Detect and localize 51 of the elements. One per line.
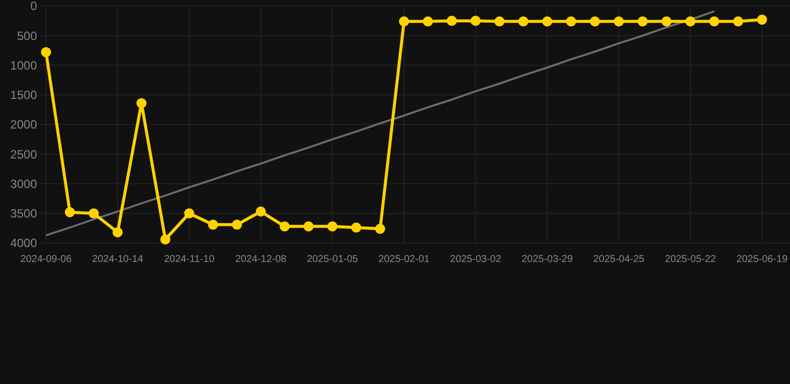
x-tick-label: 2025-03-02 (450, 254, 502, 265)
point (351, 222, 362, 233)
point (685, 16, 696, 26)
x-tick-label: 2025-01-05 (306, 254, 358, 265)
point (422, 16, 433, 26)
y-tick-label: 1000 (10, 58, 38, 72)
point (184, 208, 194, 218)
point (88, 208, 99, 218)
point (614, 16, 624, 26)
point (208, 220, 218, 230)
x-tick-label: 2024-11-10 (164, 254, 215, 265)
y-tick-label: 1500 (10, 88, 38, 102)
x-tick-label: 2024-10-14 (92, 254, 144, 265)
point (398, 16, 410, 26)
point (494, 16, 505, 26)
y-tick-label: 2500 (10, 147, 38, 162)
point (733, 16, 744, 26)
point (470, 16, 481, 26)
x-tick-label: 2025-03-29 (522, 254, 574, 265)
point (590, 16, 600, 26)
x-tick-label: 2024-12-08 (235, 254, 287, 265)
y-tick-label: 500 (16, 28, 38, 43)
x-tick-label: 2024-09-06 (20, 254, 72, 265)
point (64, 207, 75, 218)
point (375, 224, 386, 234)
x-tick-label: 2025-05-22 (664, 254, 716, 265)
y-tick-label: 2000 (10, 118, 38, 132)
point (542, 16, 552, 26)
y-tick-label: 0 (30, 0, 38, 14)
point (256, 206, 266, 217)
point (232, 220, 242, 230)
point (280, 221, 290, 232)
x-tick-label: 2025-06-19 (736, 254, 788, 265)
point (446, 16, 457, 26)
point (160, 234, 170, 244)
point (112, 227, 123, 238)
point (709, 16, 720, 26)
x-tick-label: 2025-02-01 (378, 254, 430, 265)
y-tick-label: 4000 (10, 236, 38, 250)
point (136, 98, 147, 108)
point (638, 16, 648, 26)
point (518, 16, 528, 26)
point (756, 14, 768, 25)
point (303, 221, 314, 232)
point (327, 221, 338, 232)
point (566, 16, 576, 26)
y-tick-label: 3500 (10, 206, 38, 221)
point (661, 16, 672, 26)
point (40, 47, 52, 58)
y-tick-label: 3000 (10, 176, 38, 191)
x-tick-label: 2025-04-25 (593, 254, 645, 265)
